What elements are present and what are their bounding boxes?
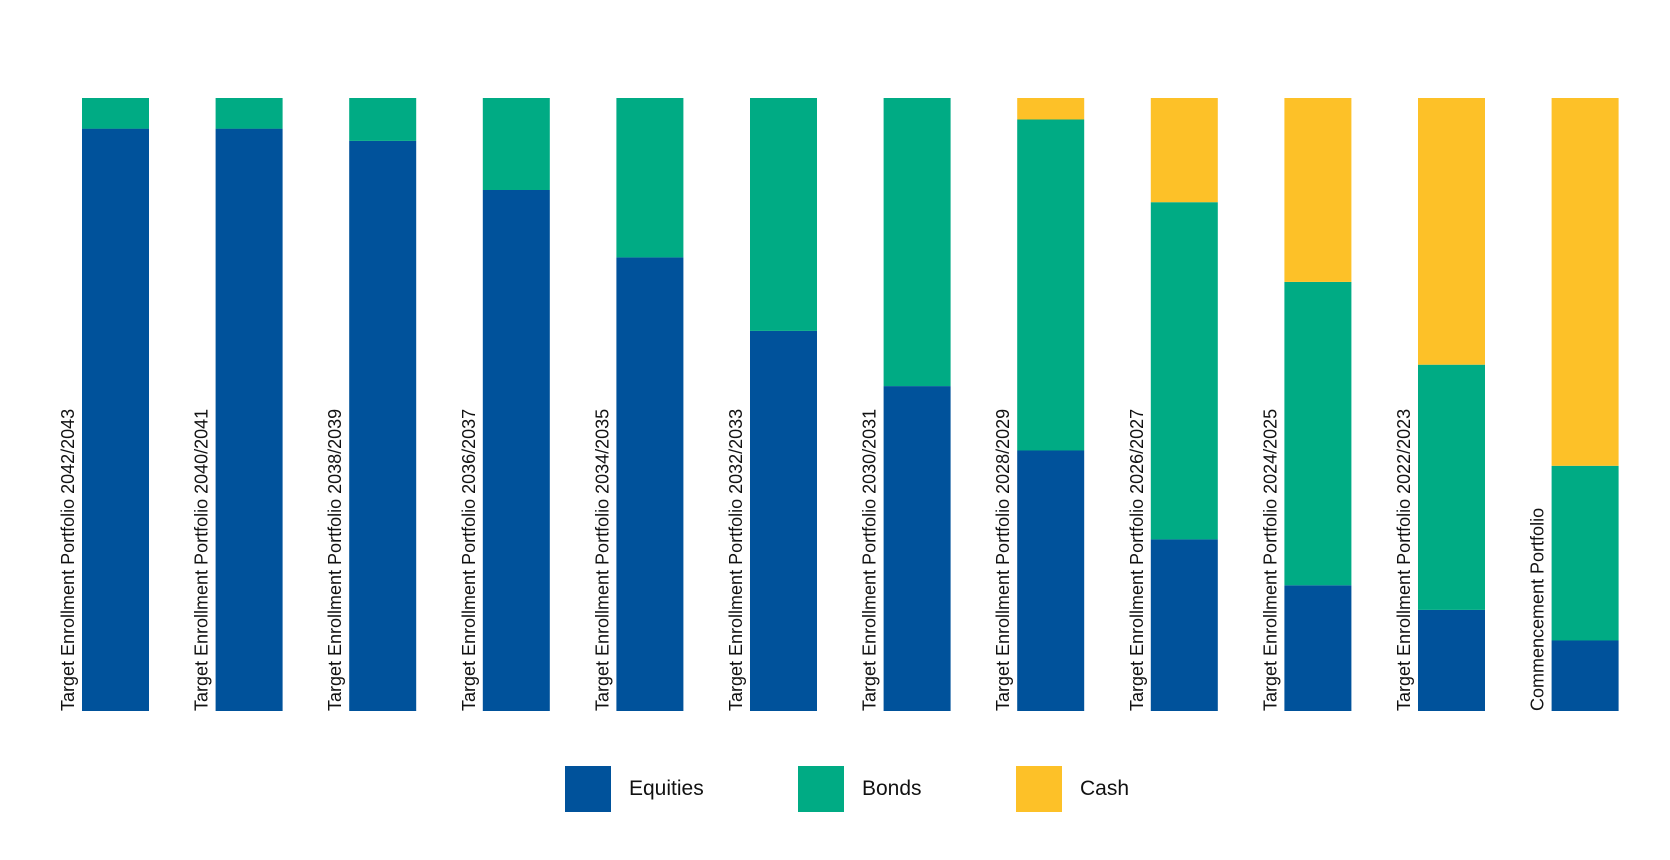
bar-segment-equities-10: [1284, 585, 1352, 711]
bar-segment-cash-8: [1017, 98, 1085, 120]
bar-segment-bonds-2: [215, 98, 283, 129]
legend-item-bonds: Bonds: [798, 766, 922, 812]
bar-segment-cash-11: [1418, 98, 1485, 365]
bar-segment-cash-10: [1284, 98, 1352, 282]
bar-segment-equities-9: [1150, 539, 1218, 711]
bar-segment-cash-9: [1150, 98, 1218, 203]
bar-segment-equities-6: [750, 330, 817, 711]
bar-segment-equities-11: [1418, 609, 1485, 711]
bar-segment-bonds-6: [750, 98, 817, 331]
bar-segment-bonds-12: [1551, 465, 1619, 641]
bar-segment-equities-3: [349, 140, 417, 711]
category-label-8: Target Enrollment Portfolio 2028/2029: [993, 409, 1013, 711]
bar-segment-equities-1: [82, 128, 149, 712]
category-label-12: Commencement Portfolio: [1528, 508, 1548, 711]
legend-item-equities: Equities: [565, 766, 704, 812]
category-label-9: Target Enrollment Portfolio 2026/2027: [1127, 409, 1147, 711]
bar-segment-bonds-3: [349, 98, 417, 141]
bar-segment-bonds-4: [482, 98, 550, 190]
bar-segment-equities-8: [1017, 450, 1085, 711]
bar-segment-equities-7: [883, 386, 951, 711]
bar-segment-bonds-9: [1150, 202, 1218, 540]
legend-swatch-equities: [565, 766, 611, 812]
bar-segment-bonds-1: [82, 98, 149, 129]
legend-label-bonds: Bonds: [862, 777, 922, 800]
bar-segment-bonds-7: [883, 98, 951, 387]
legend-label-equities: Equities: [629, 777, 704, 800]
legend-swatch-cash: [1016, 766, 1062, 812]
bar-segment-equities-4: [482, 190, 550, 711]
bar-segment-bonds-11: [1418, 364, 1485, 610]
category-label-7: Target Enrollment Portfolio 2030/2031: [860, 409, 880, 711]
legend-swatch-bonds: [798, 766, 844, 812]
legend-label-cash: Cash: [1080, 777, 1130, 800]
bar-segment-bonds-5: [616, 98, 684, 258]
category-label-4: Target Enrollment Portfolio 2036/2037: [459, 409, 479, 711]
category-label-3: Target Enrollment Portfolio 2038/2039: [325, 409, 345, 711]
category-label-6: Target Enrollment Portfolio 2032/2033: [726, 409, 746, 711]
chart-plot: Target Enrollment Portfolio 2042/2043 Tar…: [58, 98, 1619, 712]
category-label-2: Target Enrollment Portfolio 2040/2041: [192, 409, 212, 711]
bar-segment-bonds-10: [1284, 281, 1352, 586]
bar-segment-equities-2: [215, 128, 283, 712]
category-label-11: Target Enrollment Portfolio 2022/2023: [1394, 409, 1414, 711]
bar-segment-bonds-8: [1017, 119, 1085, 451]
bar-segment-cash-12: [1551, 98, 1619, 466]
bar-segment-equities-12: [1551, 640, 1619, 711]
category-label-10: Target Enrollment Portfolio 2024/2025: [1260, 409, 1280, 711]
category-label-5: Target Enrollment Portfolio 2034/2035: [592, 409, 612, 711]
legend: Equities Bonds Cash: [0, 766, 1670, 816]
category-label-1: Target Enrollment Portfolio 2042/2043: [58, 409, 78, 711]
bar-segment-equities-5: [616, 257, 684, 711]
legend-item-cash: Cash: [1016, 766, 1129, 812]
